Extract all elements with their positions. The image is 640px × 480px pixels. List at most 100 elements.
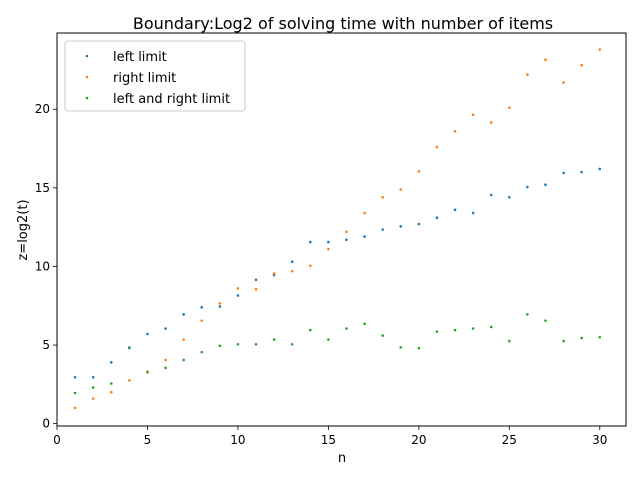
point-left-limit [73, 375, 77, 379]
point-left-and-right-limit [399, 346, 403, 349]
point-right-limit [200, 319, 204, 322]
point-left-limit [453, 208, 457, 212]
point-left-and-right-limit [182, 358, 185, 362]
point-right-limit [526, 73, 529, 76]
point-left-limit [236, 294, 240, 297]
point-left-and-right-limit [327, 338, 330, 341]
point-left-limit [381, 228, 384, 231]
point-left-limit [327, 240, 330, 244]
point-right-limit [308, 264, 312, 267]
point-right-limit [453, 129, 457, 133]
point-left-and-right-limit [417, 346, 421, 350]
point-left-limit [200, 306, 204, 309]
point-left-and-right-limit [580, 336, 583, 340]
point-left-and-right-limit [109, 382, 113, 385]
point-right-limit [272, 272, 276, 275]
point-left-and-right-limit [598, 335, 602, 339]
legend-marker-left-limit [85, 54, 89, 58]
legend-label-left-and-right-limit: left and right limit [113, 92, 230, 107]
x-tick-label: 0 [53, 433, 61, 447]
legend-label-left-limit: left limit [113, 50, 167, 65]
point-left-and-right-limit [489, 325, 493, 329]
point-right-limit [73, 406, 77, 410]
point-left-limit [562, 171, 565, 175]
point-left-and-right-limit [453, 328, 457, 332]
point-left-and-right-limit [146, 370, 149, 374]
point-left-and-right-limit [544, 319, 547, 322]
point-left-limit [218, 305, 222, 308]
x-axis: 0 5 10 15 20 25 30 [53, 426, 607, 447]
point-left-limit [580, 170, 583, 174]
point-left-limit [363, 235, 366, 238]
point-left-and-right-limit [91, 386, 95, 389]
y-tick-label: 10 [35, 259, 50, 273]
point-left-and-right-limit [435, 330, 439, 333]
point-left-and-right-limit [236, 342, 240, 346]
x-tick-label: 30 [592, 433, 607, 447]
point-left-and-right-limit [254, 342, 258, 346]
point-left-limit [489, 193, 493, 197]
point-left-and-right-limit [73, 391, 77, 395]
point-left-limit [290, 260, 294, 264]
point-left-and-right-limit [363, 322, 366, 326]
data-points [73, 48, 602, 410]
point-left-limit [526, 185, 529, 189]
point-right-limit [254, 287, 258, 291]
point-left-limit [345, 238, 348, 242]
point-right-limit [91, 397, 95, 400]
point-right-limit [164, 358, 167, 362]
point-right-limit [345, 230, 348, 234]
point-left-and-right-limit [290, 342, 294, 346]
point-right-limit [128, 379, 131, 382]
y-tick-label: 5 [42, 338, 50, 352]
point-right-limit [236, 287, 240, 290]
point-left-limit [598, 167, 602, 171]
legend-marker-left-and-right-limit [85, 96, 89, 100]
legend-marker-right-limit [85, 75, 89, 79]
point-left-and-right-limit [128, 346, 131, 350]
point-left-limit [508, 195, 511, 199]
legend-box [64, 40, 246, 112]
point-right-limit [471, 113, 475, 117]
point-right-limit [562, 81, 565, 84]
y-axis-label: z=log2(t) [16, 199, 31, 260]
y-tick-label: 0 [42, 417, 50, 431]
point-left-limit [182, 313, 185, 316]
point-right-limit [218, 302, 222, 305]
point-left-and-right-limit [345, 327, 348, 330]
chart-title: Boundary:Log2 of solving time with numbe… [133, 14, 553, 33]
legend: left limit right limit left and right li… [64, 40, 246, 112]
point-right-limit [363, 211, 366, 215]
x-tick-label: 25 [502, 433, 517, 447]
y-tick-label: 15 [35, 181, 50, 195]
point-right-limit [489, 121, 493, 124]
point-right-limit [580, 63, 583, 67]
point-left-and-right-limit [508, 339, 511, 343]
x-tick-label: 15 [321, 433, 336, 447]
point-right-limit [417, 170, 421, 173]
y-axis: 0 5 10 15 20 [35, 102, 57, 431]
point-right-limit [508, 106, 511, 109]
point-left-limit [435, 216, 439, 220]
point-left-and-right-limit [200, 350, 204, 354]
x-tick-label: 5 [144, 433, 152, 447]
point-left-limit [91, 375, 95, 379]
point-left-limit [471, 211, 475, 215]
point-left-limit [164, 327, 167, 330]
y-tick-label: 20 [35, 102, 50, 116]
point-left-and-right-limit [526, 313, 529, 316]
point-right-limit [598, 48, 602, 51]
point-left-limit [109, 361, 113, 364]
x-axis-label: n [338, 451, 346, 466]
point-right-limit [290, 269, 294, 273]
point-left-and-right-limit [218, 344, 222, 348]
x-tick-label: 20 [411, 433, 426, 447]
point-right-limit [435, 145, 439, 149]
point-left-limit [544, 183, 547, 186]
point-left-and-right-limit [164, 366, 167, 370]
point-left-limit [399, 225, 403, 228]
point-left-limit [254, 278, 258, 282]
point-left-and-right-limit [272, 338, 276, 341]
point-left-limit [308, 240, 312, 244]
